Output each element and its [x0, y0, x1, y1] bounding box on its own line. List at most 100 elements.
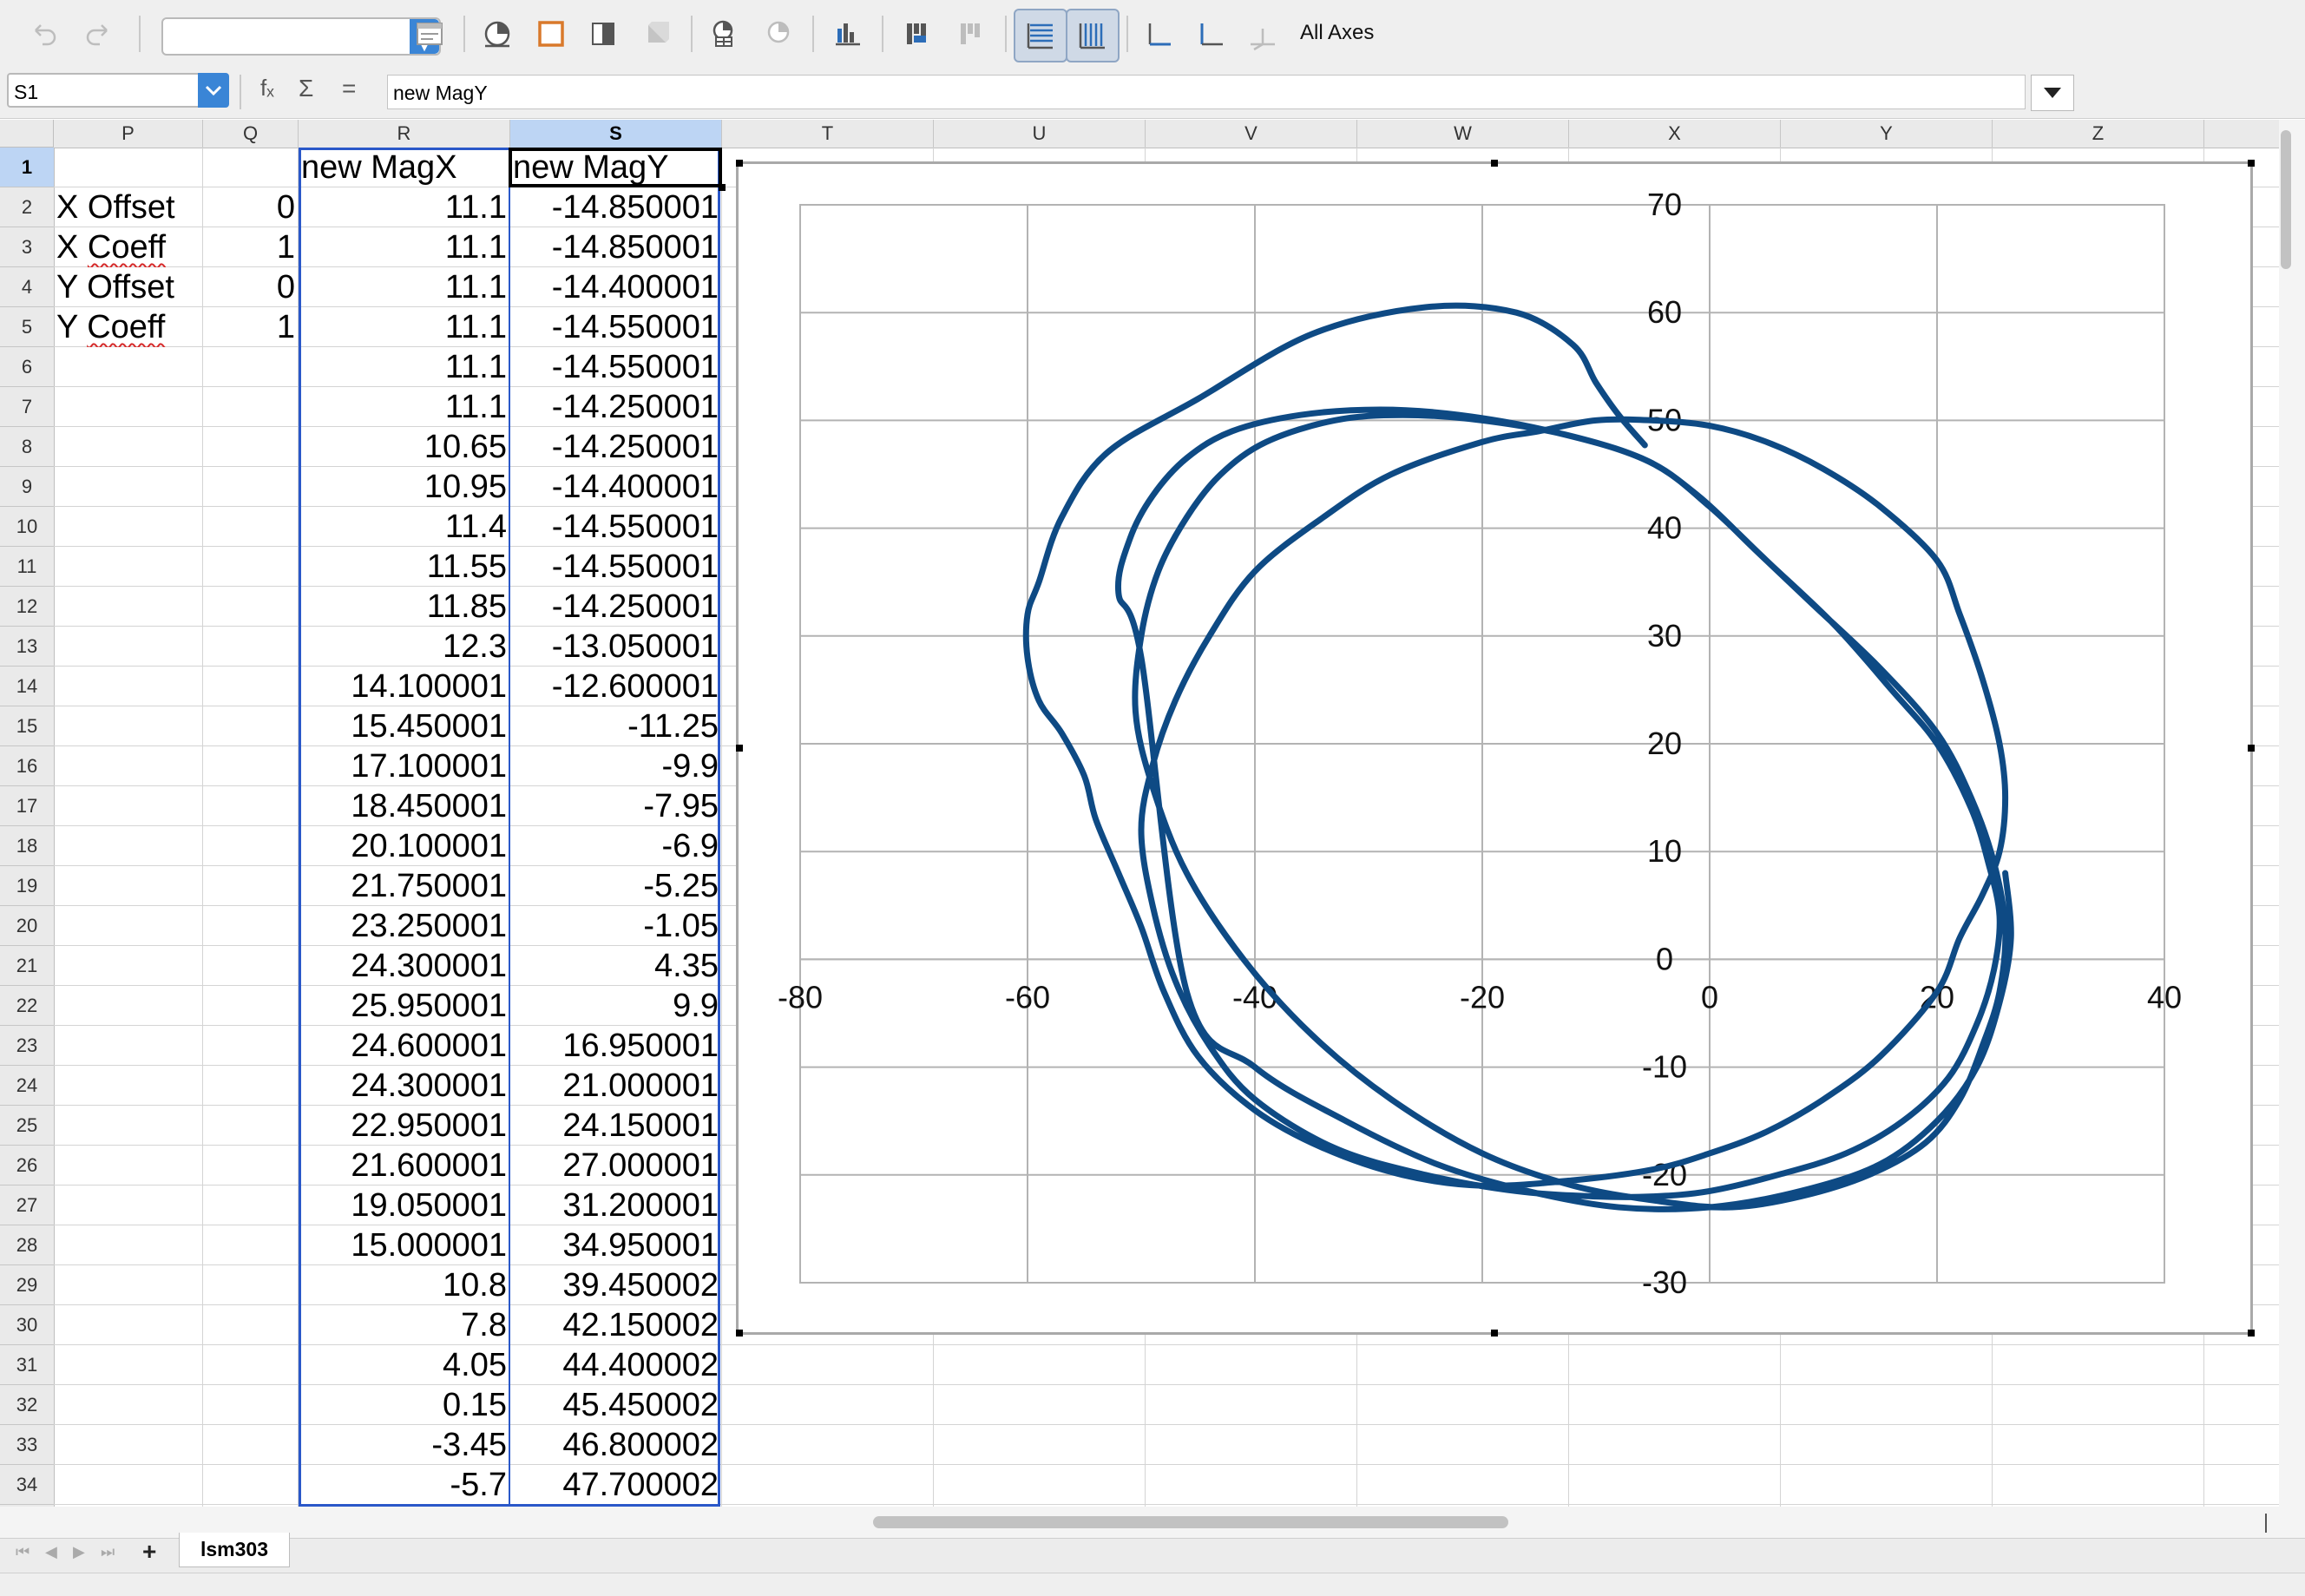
mag-y-cell[interactable]: -9.9 — [661, 748, 719, 785]
parameter-label-cell[interactable]: Y Offset — [54, 267, 203, 307]
redo-icon[interactable] — [76, 12, 120, 56]
mag-y-cell[interactable]: 24.150001 — [562, 1107, 719, 1144]
mag-x-cell[interactable]: 21.750001 — [351, 868, 507, 904]
mag-x-cell[interactable]: 22.950001 — [351, 1107, 507, 1144]
row-header[interactable]: 4 — [0, 267, 54, 307]
mag-y-cell[interactable]: -14.250001 — [551, 429, 719, 465]
chart-floor-icon[interactable] — [635, 12, 679, 56]
mag-y-cell[interactable]: -14.400001 — [551, 469, 719, 505]
next-sheet-icon[interactable]: ▶ — [73, 1543, 85, 1560]
chart-resize-handle[interactable] — [2248, 160, 2255, 167]
mag-y-cell[interactable]: 42.150002 — [562, 1307, 719, 1343]
y-axis-icon[interactable] — [1189, 12, 1232, 56]
chart-wall-icon[interactable] — [581, 12, 625, 56]
row-header[interactable]: 17 — [0, 786, 54, 826]
horizontal-scrollbar-thumb[interactable] — [873, 1516, 1508, 1528]
mag-y-cell[interactable]: -5.25 — [643, 868, 719, 904]
mag-y-cell[interactable]: -14.850001 — [551, 189, 719, 226]
row-header[interactable]: 31 — [0, 1345, 54, 1385]
mag-y-cell[interactable]: -12.600001 — [551, 668, 719, 705]
parameter-value-cell[interactable]: 1 — [276, 309, 295, 345]
row-header[interactable]: 2 — [0, 187, 54, 227]
data-series-row-icon[interactable] — [896, 12, 939, 56]
horizontal-grid-icon[interactable] — [1014, 9, 1067, 62]
row-header[interactable]: 14 — [0, 667, 54, 706]
active-cell-cursor[interactable] — [509, 148, 726, 191]
mag-y-cell[interactable]: -6.9 — [661, 828, 719, 864]
mag-y-cell[interactable]: -14.250001 — [551, 588, 719, 625]
mag-x-cell[interactable]: 11.1 — [444, 269, 507, 305]
all-axes-button[interactable]: All Axes — [1300, 21, 1375, 44]
column-header[interactable]: P — [54, 120, 203, 148]
mag-x-cell[interactable]: 11.1 — [444, 189, 507, 226]
row-header[interactable]: 23 — [0, 1026, 54, 1066]
mag-y-cell[interactable]: 34.950001 — [562, 1227, 719, 1264]
row-header[interactable]: 22 — [0, 986, 54, 1026]
chart-element-select[interactable]: ▲▼ — [161, 17, 441, 56]
mag-y-cell[interactable]: 27.000001 — [562, 1147, 719, 1184]
mag-x-cell[interactable]: 11.1 — [444, 349, 507, 385]
parameter-value-cell[interactable]: 0 — [276, 269, 295, 305]
sum-icon[interactable]: Σ — [299, 75, 314, 102]
row-header[interactable]: 5 — [0, 307, 54, 347]
first-sheet-icon[interactable]: ⏮ — [16, 1543, 30, 1560]
mag-x-cell[interactable]: 11.85 — [426, 588, 507, 625]
row-header[interactable]: 28 — [0, 1225, 54, 1265]
row-header[interactable]: 9 — [0, 467, 54, 507]
mag-y-cell[interactable]: -14.550001 — [551, 309, 719, 345]
chart-series[interactable] — [1022, 302, 2014, 1212]
row-header[interactable]: 13 — [0, 627, 54, 667]
mag-y-cell[interactable]: -11.25 — [627, 708, 719, 745]
column-header-cell[interactable]: new MagY — [513, 149, 669, 186]
mag-x-cell[interactable]: 7.8 — [461, 1307, 507, 1343]
mag-y-cell[interactable]: -14.400001 — [551, 269, 719, 305]
mag-y-cell[interactable]: 39.450002 — [562, 1267, 719, 1304]
mag-x-cell[interactable]: 11.1 — [444, 309, 507, 345]
vertical-grid-icon[interactable] — [1066, 9, 1120, 62]
row-header[interactable]: 18 — [0, 826, 54, 866]
parameter-value-cell[interactable]: 0 — [276, 189, 295, 226]
row-header[interactable]: 25 — [0, 1106, 54, 1146]
chart-resize-handle[interactable] — [1491, 1330, 1498, 1337]
mag-x-cell[interactable]: 10.8 — [443, 1267, 507, 1304]
vertical-scrollbar[interactable] — [2279, 120, 2305, 1538]
column-header[interactable]: X — [1569, 120, 1781, 148]
format-selection-icon[interactable] — [408, 12, 451, 56]
row-header[interactable]: 15 — [0, 706, 54, 746]
undo-icon[interactable] — [23, 12, 66, 56]
chart-resize-handle[interactable] — [736, 160, 743, 167]
mag-y-cell[interactable]: 47.700002 — [562, 1467, 719, 1503]
mag-y-cell[interactable]: -13.050001 — [551, 628, 719, 665]
row-header[interactable]: 24 — [0, 1066, 54, 1106]
column-header[interactable]: Q — [203, 120, 299, 148]
sheet-tab[interactable]: lsm303 — [179, 1533, 290, 1567]
mag-x-cell[interactable]: 15.000001 — [351, 1227, 507, 1264]
last-sheet-icon[interactable]: ⏭ — [101, 1543, 115, 1560]
mag-x-cell[interactable]: 24.600001 — [351, 1028, 507, 1064]
expand-formula-icon[interactable] — [2031, 75, 2074, 111]
column-header[interactable]: V — [1146, 120, 1357, 148]
mag-x-cell[interactable]: 11.55 — [426, 548, 507, 585]
mag-y-cell[interactable]: -14.850001 — [551, 229, 719, 266]
z-axis-icon[interactable] — [1241, 12, 1284, 56]
series-line[interactable] — [1022, 302, 2014, 1212]
vertical-scrollbar-thumb[interactable] — [2281, 130, 2291, 269]
mag-x-cell[interactable]: 25.950001 — [351, 988, 507, 1024]
mag-x-cell[interactable]: -5.7 — [450, 1467, 507, 1503]
chart-resize-handle[interactable] — [736, 745, 743, 752]
mag-y-cell[interactable]: -14.550001 — [551, 349, 719, 385]
formula-input[interactable]: new MagY — [387, 75, 2026, 109]
fill-handle[interactable] — [719, 184, 726, 191]
row-header[interactable]: 11 — [0, 547, 54, 587]
mag-x-cell[interactable]: 11.1 — [444, 229, 507, 266]
parameter-value-cell[interactable]: 1 — [276, 229, 295, 266]
row-header[interactable]: 1 — [0, 148, 54, 187]
mag-y-cell[interactable]: -14.550001 — [551, 548, 719, 585]
mag-x-cell[interactable]: 24.300001 — [351, 948, 507, 984]
row-header[interactable]: 34 — [0, 1465, 54, 1505]
parameter-label-cell[interactable]: X Offset — [54, 187, 203, 227]
row-header[interactable]: 19 — [0, 866, 54, 906]
row-header[interactable]: 33 — [0, 1425, 54, 1465]
mag-x-cell[interactable]: 12.3 — [443, 628, 507, 665]
mag-y-cell[interactable]: 9.9 — [673, 988, 719, 1024]
